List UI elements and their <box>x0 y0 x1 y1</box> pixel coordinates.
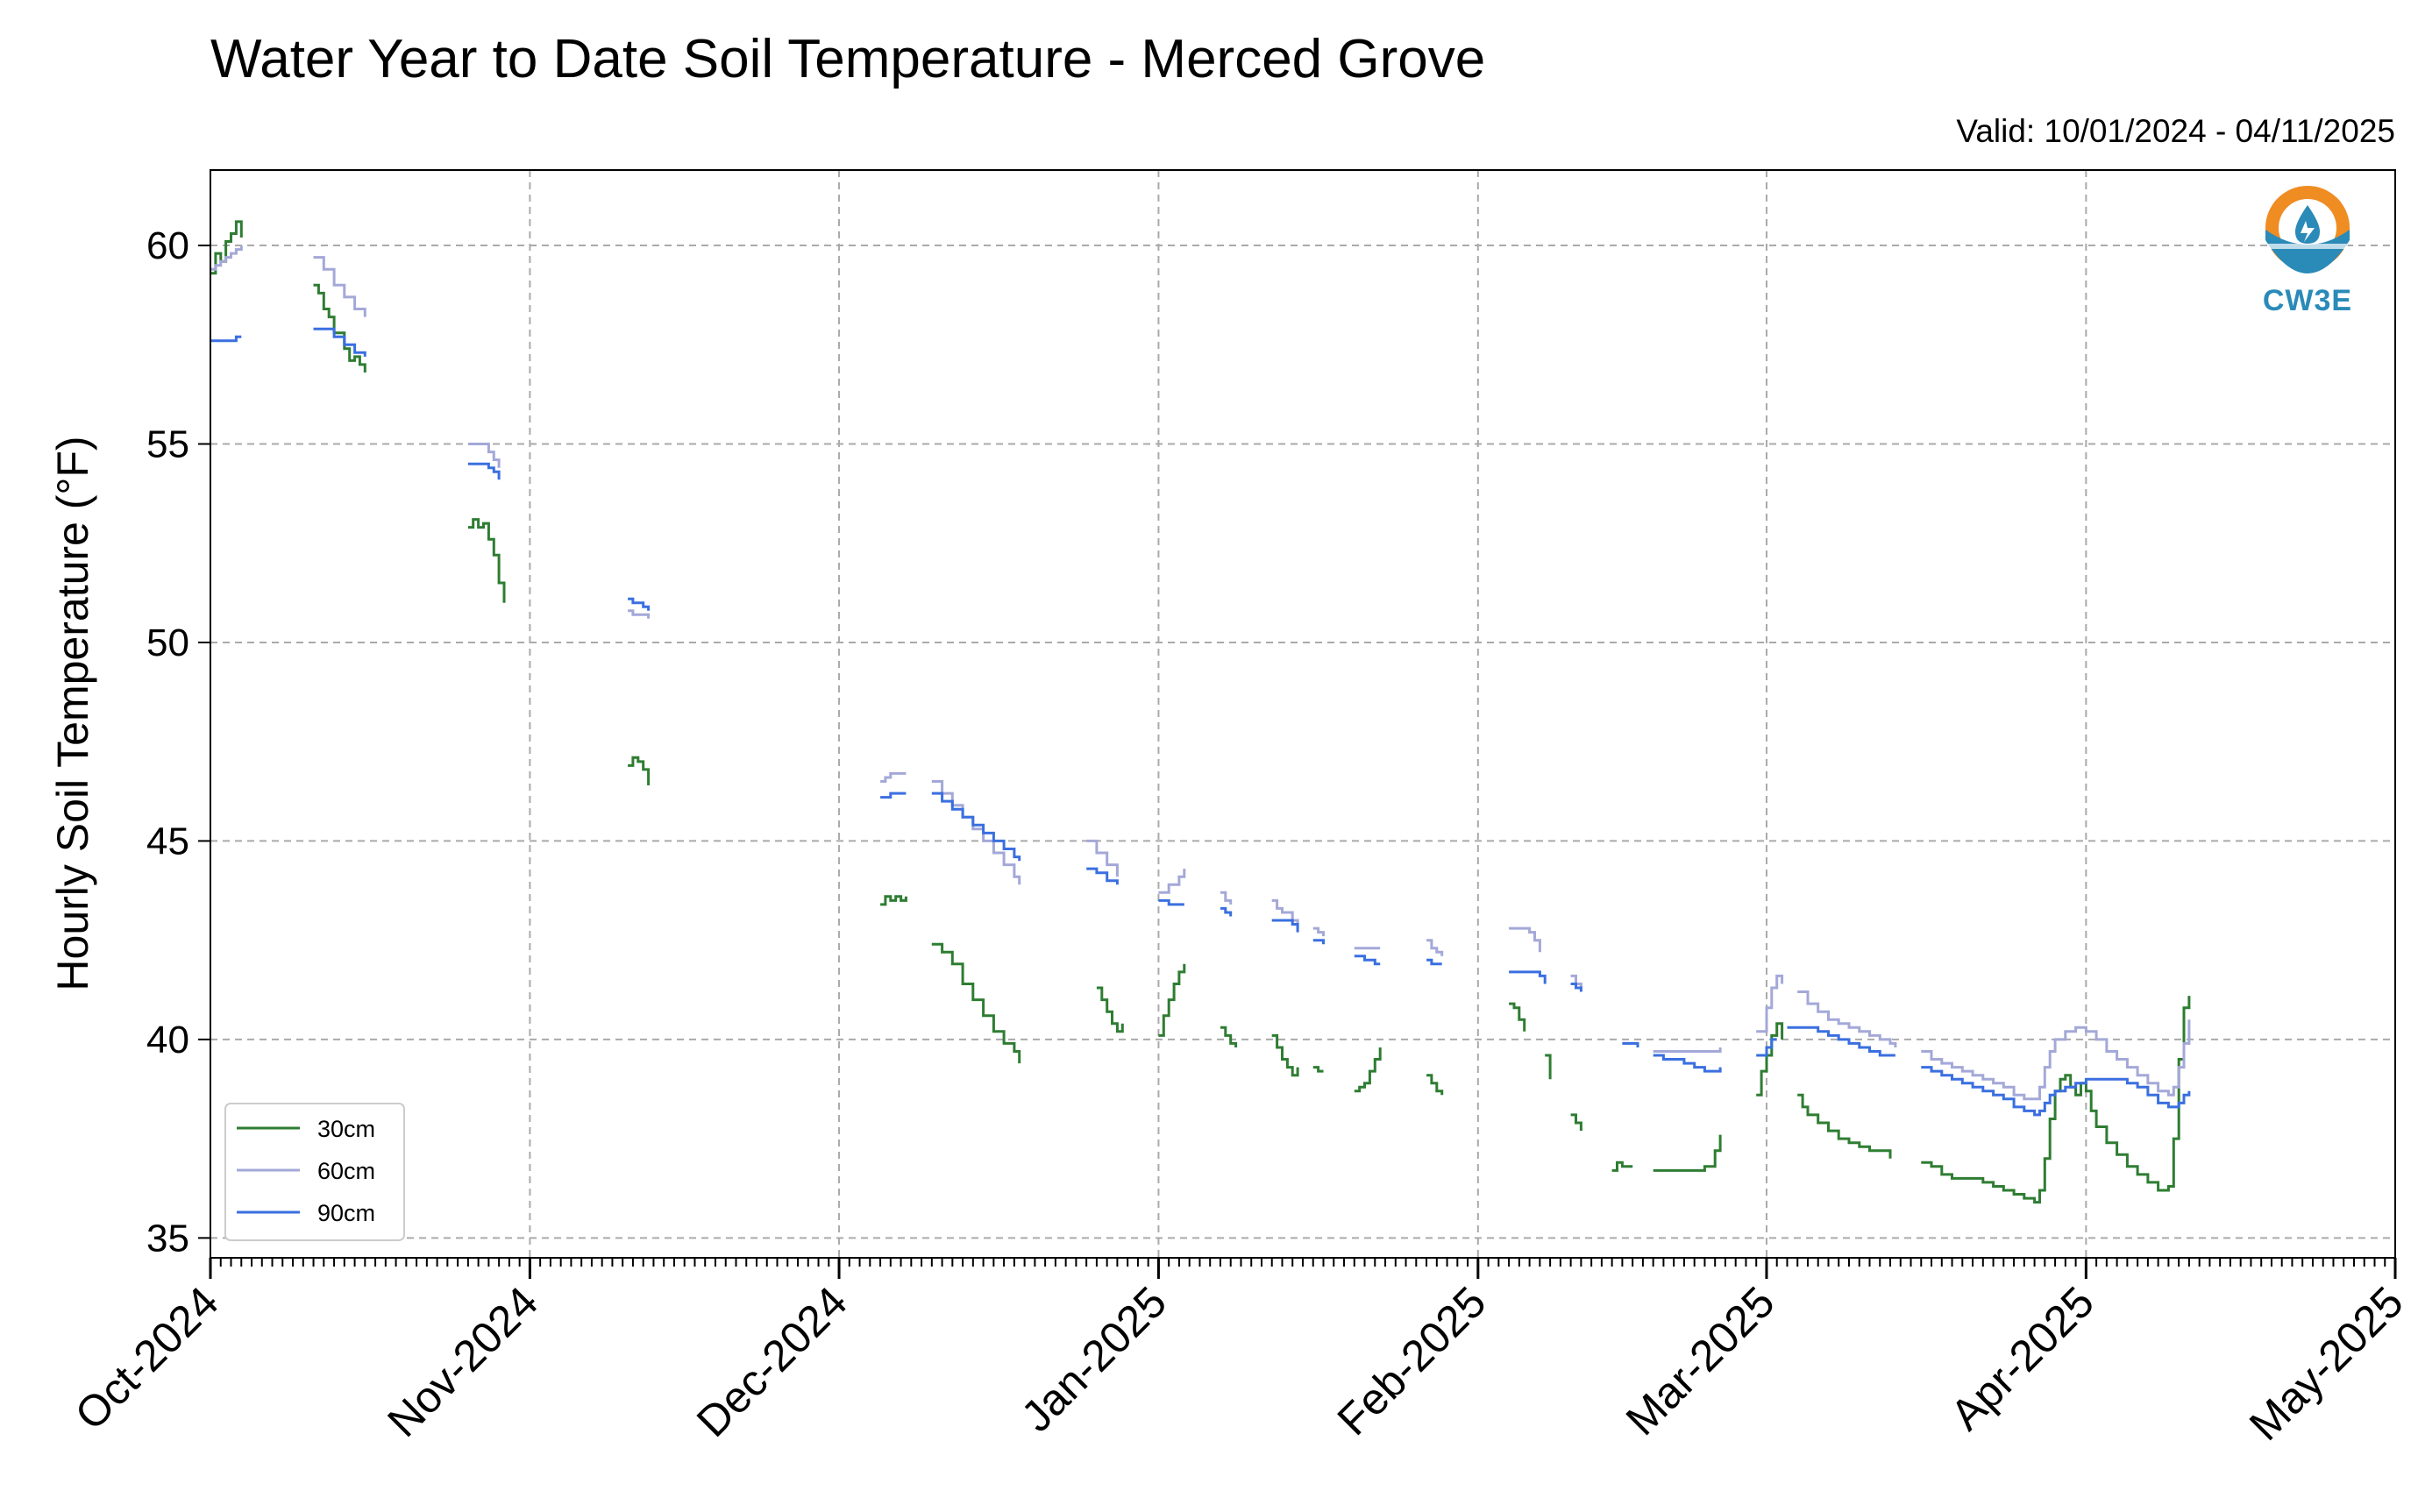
series-line-60cm <box>1756 974 1784 1033</box>
y-tick-label: 60 <box>146 224 189 267</box>
x-tick-label: Apr-2025 <box>1941 1277 2103 1439</box>
series-line-30cm <box>210 220 243 275</box>
series-line-90cm <box>1426 958 1442 966</box>
series-line-60cm <box>467 443 501 468</box>
series-line-30cm <box>1096 986 1124 1033</box>
logo-water-drop-icon <box>2295 205 2320 244</box>
series-line-60cm <box>1271 898 1299 929</box>
legend: 30cm 60cm 90cm <box>224 1103 405 1241</box>
series-line-30cm <box>313 283 366 373</box>
series-line-60cm <box>1797 990 1897 1047</box>
series-line-90cm <box>1787 1026 1895 1057</box>
chart-title: Water Year to Date Soil Temperature - Me… <box>210 29 1485 89</box>
series-line-30cm <box>1653 1134 1722 1172</box>
cw3e-logo: CW3E <box>2263 186 2352 317</box>
series-line-30cm <box>1611 1161 1633 1172</box>
series-line-30cm <box>1354 1047 1382 1093</box>
series-line-90cm <box>1622 1041 1639 1047</box>
series-line-30cm <box>1921 996 2191 1204</box>
legend-box <box>224 1103 405 1241</box>
legend-label-90cm: 90cm <box>317 1200 375 1226</box>
series-line-90cm <box>1570 983 1582 992</box>
x-tick-label: Jan-2025 <box>1012 1277 1176 1441</box>
series-line-90cm <box>1354 955 1381 966</box>
valid-date-range: Valid: 10/01/2024 - 04/11/2025 <box>1956 113 2395 149</box>
series-line-90cm <box>313 327 366 357</box>
series-line-90cm <box>931 791 1021 862</box>
y-tick-label: 40 <box>146 1019 189 1061</box>
series-line-30cm <box>1545 1054 1552 1080</box>
series-line-30cm <box>1570 1113 1582 1132</box>
y-axis-label: Hourly Soil Temperature (°F) <box>48 436 97 990</box>
logo-text: CW3E <box>2263 284 2352 317</box>
series-line-30cm <box>628 756 651 785</box>
logo-wave-icon <box>2265 230 2350 273</box>
x-tick-label: Dec-2024 <box>687 1277 857 1446</box>
plot-frame <box>210 169 2396 1259</box>
x-tick-label: Feb-2025 <box>1328 1277 1496 1445</box>
series-line-90cm <box>1271 919 1299 933</box>
series-line-60cm <box>1921 1019 2191 1101</box>
series-line-60cm <box>1509 926 1541 953</box>
series-line-60cm <box>210 245 243 271</box>
legend-label-60cm: 60cm <box>317 1158 375 1184</box>
x-axis-ticks: Oct-2024 Nov-2024 Dec-2024 Jan-2025 Feb-2025… <box>66 1258 2413 1450</box>
x-tick-label: Mar-2025 <box>1617 1277 1784 1445</box>
series-line-60cm <box>880 771 907 783</box>
series-line-30cm <box>1312 1066 1324 1073</box>
series-line-60cm <box>1426 939 1444 956</box>
series-line-30cm <box>1797 1093 1892 1159</box>
series-line-90cm <box>628 597 651 611</box>
y-tick-label: 55 <box>146 423 189 466</box>
series-line-60cm <box>1220 891 1233 905</box>
series-line-30cm <box>1509 1002 1526 1032</box>
series-line-90cm <box>1086 867 1119 885</box>
series-line-60cm <box>1312 926 1325 937</box>
series-line-60cm <box>1086 839 1119 877</box>
series-line-30cm <box>1426 1074 1444 1096</box>
series-line-60cm <box>628 609 651 619</box>
series-30cm <box>210 220 2191 1204</box>
series-layer <box>210 220 2191 1204</box>
series-line-60cm <box>313 256 366 317</box>
series-line-30cm <box>1271 1033 1299 1077</box>
series-line-30cm <box>931 942 1021 1064</box>
x-tick-label: Nov-2024 <box>378 1277 547 1446</box>
legend-label-30cm: 30cm <box>317 1116 375 1142</box>
series-line-90cm <box>1158 898 1184 906</box>
series-line-30cm <box>467 518 506 603</box>
series-line-30cm <box>1756 1022 1784 1097</box>
plot-background <box>210 170 2395 1258</box>
series-line-90cm <box>1220 906 1233 917</box>
series-line-90cm <box>1921 1066 2191 1117</box>
series-line-90cm <box>880 791 907 799</box>
series-line-90cm <box>1509 970 1547 984</box>
series-60cm <box>210 245 2191 1101</box>
logo-lightning-icon <box>2301 221 2315 242</box>
y-tick-label: 35 <box>146 1217 189 1260</box>
y-tick-label: 45 <box>146 820 189 862</box>
logo-wave-stripe <box>2267 244 2348 249</box>
series-line-90cm <box>1756 1038 1777 1057</box>
x-axis-minor-ticks <box>210 1258 2396 1267</box>
series-line-30cm <box>1158 963 1186 1037</box>
series-line-90cm <box>467 462 501 480</box>
series-90cm <box>210 327 2191 1117</box>
x-tick-label: May-2025 <box>2240 1277 2413 1450</box>
series-line-90cm <box>1653 1054 1722 1073</box>
series-line-30cm <box>1220 1026 1238 1047</box>
series-line-30cm <box>880 895 907 906</box>
x-tick-label: Oct-2024 <box>66 1277 228 1439</box>
series-line-90cm <box>210 335 242 343</box>
series-line-60cm <box>1158 869 1186 894</box>
y-tick-label: 50 <box>146 621 189 664</box>
y-axis-ticks: 35 40 45 50 55 60 <box>146 224 210 1260</box>
series-line-60cm <box>1653 1047 1722 1053</box>
series-line-90cm <box>1312 939 1325 945</box>
